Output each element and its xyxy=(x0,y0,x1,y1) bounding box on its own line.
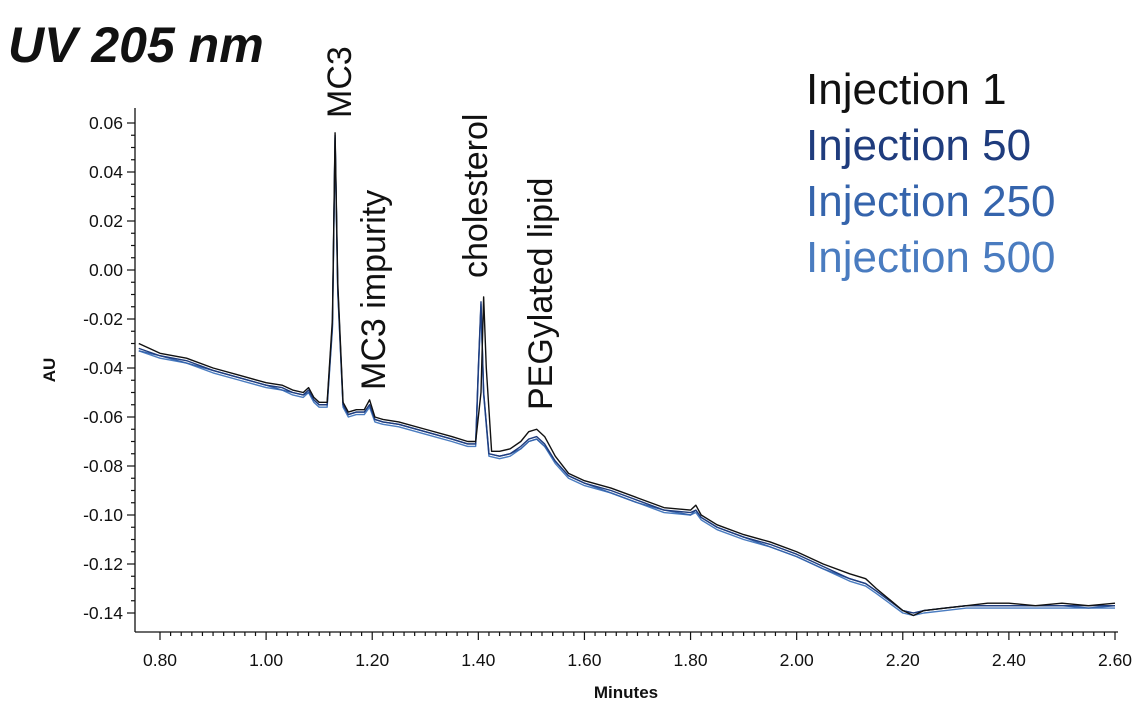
x-tick-label: 2.60 xyxy=(1098,650,1132,670)
x-axis-ticks: 0.80 1.00 1.20 1.40 1.60 1.80 2.00 2.20 2.40 2.60 xyxy=(143,632,1132,670)
legend-item-injection-250: Injection 250 xyxy=(806,177,1056,226)
y-axis-title: AU xyxy=(40,358,59,383)
series-line-injection-500 xyxy=(138,139,1115,617)
legend-item-injection-1: Injection 1 xyxy=(806,65,1007,114)
x-tick-label: 1.40 xyxy=(461,650,495,670)
x-tick-label: 2.40 xyxy=(992,650,1026,670)
y-tick-label: -0.04 xyxy=(83,358,123,378)
x-tick-label: 1.60 xyxy=(567,650,601,670)
series-lines xyxy=(138,132,1116,617)
legend-item-injection-50: Injection 50 xyxy=(806,121,1031,170)
x-tick-label: 0.80 xyxy=(143,650,177,670)
y-tick-label: 0.06 xyxy=(89,113,123,133)
y-axis-ticks: 0.06 0.04 0.02 0.00 -0.02 -0.04 -0.06 -0.08 -0.1… xyxy=(83,113,135,623)
x-tick-label: 1.00 xyxy=(249,650,283,670)
y-tick-label: -0.12 xyxy=(83,554,123,574)
legend: Injection 1 Injection 50 Injection 250 Inje… xyxy=(806,65,1056,282)
y-tick-label: -0.08 xyxy=(83,456,123,476)
peak-label-cholesterol: cholesterol xyxy=(457,114,495,278)
x-tick-label: 2.20 xyxy=(886,650,920,670)
y-tick-label: 0.00 xyxy=(89,260,123,280)
y-tick-label: 0.02 xyxy=(89,211,123,231)
y-tick-label: -0.10 xyxy=(83,505,123,525)
x-axis-title: Minutes xyxy=(594,683,658,702)
legend-item-injection-500: Injection 500 xyxy=(806,233,1056,282)
x-tick-label: 1.20 xyxy=(355,650,389,670)
x-tick-label: 1.80 xyxy=(674,650,708,670)
peak-labels: MC3 MC3 impurity cholesterol PEGylated lipi… xyxy=(321,46,560,410)
y-tick-label: -0.14 xyxy=(83,603,123,623)
x-tick-label: 2.00 xyxy=(780,650,814,670)
y-tick-label: 0.04 xyxy=(89,162,123,182)
chart-title: UV 205 nm xyxy=(8,17,264,73)
series-line-injection-1 xyxy=(138,132,1116,617)
peak-label-mc3-impurity: MC3 impurity xyxy=(355,190,393,390)
peak-label-mc3: MC3 xyxy=(321,46,359,118)
y-tick-label: -0.06 xyxy=(83,407,123,427)
peak-label-pegylated-lipid: PEGylated lipid xyxy=(522,178,560,410)
y-tick-label: -0.02 xyxy=(83,309,123,329)
series-line-injection-50 xyxy=(138,134,1115,614)
